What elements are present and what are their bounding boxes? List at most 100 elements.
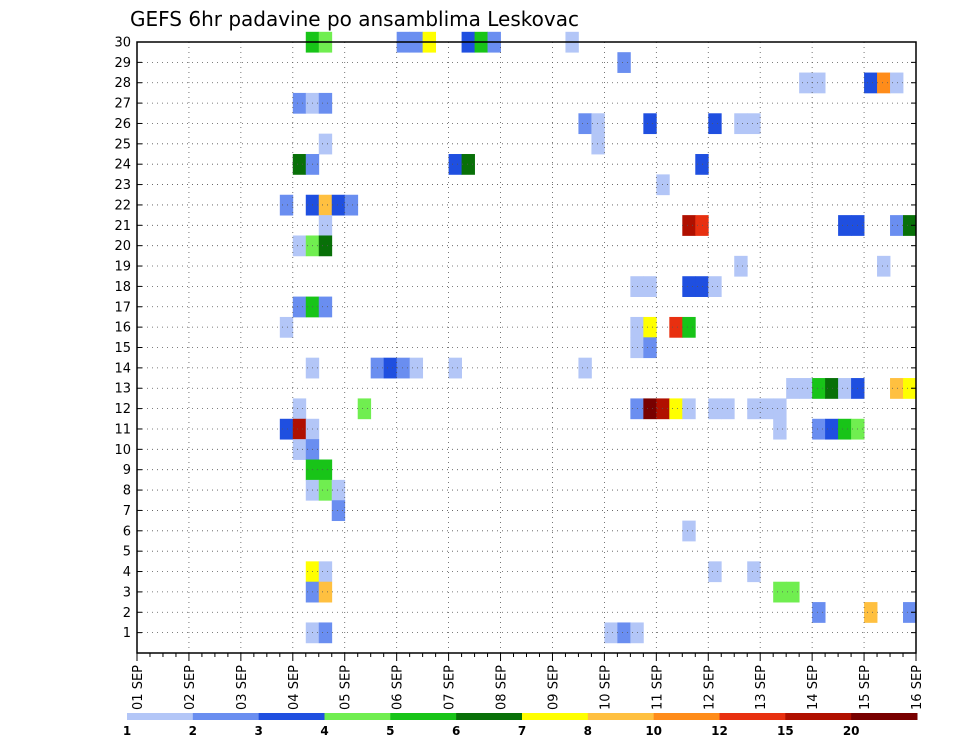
y-tick-label: 25 [114,137,131,152]
precip-cell [318,581,333,603]
precip-cell [292,418,307,440]
precip-cell [864,72,878,94]
precip-cell [318,215,333,236]
x-tick-label: 11 SEP [650,665,665,710]
precip-cell [669,316,683,338]
y-tick-label: 30 [114,36,131,51]
x-tick-label: 14 SEP [806,665,821,710]
precip-cell [461,154,475,175]
precip-cell [331,194,346,216]
legend-swatch [192,713,260,720]
precip-cell [864,602,878,623]
y-tick-label: 3 [123,585,131,600]
legend-swatch [390,713,457,720]
legend-label: 6 [452,724,460,738]
x-tick-label: 04 SEP [287,665,302,710]
precip-cell [773,418,787,440]
precip-cell [903,378,917,399]
legend-label: 20 [843,724,860,738]
y-axis: 1234567891011121314151617181920212223242… [114,36,916,641]
precip-cell [669,398,683,420]
precip-cell [682,215,696,236]
legend-label: 4 [320,724,328,738]
precip-cell [682,398,696,420]
x-tick-label: 08 SEP [495,665,510,710]
precip-cell [292,296,307,318]
precip-cell [708,113,722,135]
precip-cell [448,154,462,175]
x-tick-label: 09 SEP [546,665,561,710]
precip-cell [734,113,748,135]
precip-cell [747,398,761,420]
legend-swatch [653,713,720,720]
precip-cell [877,255,891,277]
precip-cell [877,72,891,94]
legend-label: 2 [189,724,197,738]
x-tick-label: 02 SEP [183,665,198,710]
precip-cell [838,418,852,440]
cells-layer [279,31,917,644]
y-tick-label: 7 [123,504,131,519]
precip-cell [617,52,631,73]
precip-cell [279,316,294,338]
precip-cell [409,357,424,379]
precip-cell [383,357,398,379]
precip-cell [578,357,592,379]
precip-cell [292,235,307,257]
precip-cell [318,194,333,216]
y-tick-label: 14 [114,361,131,376]
precip-cell [357,398,372,420]
precip-cell [617,622,631,644]
precip-cell [734,255,748,277]
y-tick-label: 8 [123,484,131,499]
precip-cell [708,276,722,297]
legend-swatch [851,713,918,720]
precip-cell [695,215,709,236]
x-tick-label: 15 SEP [858,665,873,710]
y-tick-label: 11 [114,422,131,437]
precip-cell [292,92,307,114]
legend-swatch [456,713,523,720]
precip-cell [591,133,605,155]
y-tick-label: 1 [123,626,131,641]
precip-cell [799,378,813,399]
precip-cell [838,215,852,236]
legend-label: 10 [645,724,662,738]
precip-cell [643,276,657,297]
grid-layer [137,41,916,653]
precip-cell [331,500,346,522]
precip-cell [747,561,761,583]
precip-cell [890,72,904,94]
y-tick-label: 9 [123,463,131,478]
x-tick-label: 12 SEP [702,665,717,710]
precip-cell [643,316,657,338]
y-tick-label: 20 [114,239,131,254]
precip-cell [318,459,333,481]
precip-cell [760,398,774,420]
precip-cell [890,215,904,236]
legend-swatch [719,713,786,720]
precip-cell [318,296,333,318]
precip-cell [604,622,618,644]
legend-swatch [258,713,325,720]
legend-label: 15 [777,724,794,738]
y-tick-label: 23 [114,178,131,193]
legend-swatch [587,713,655,720]
y-tick-label: 12 [114,402,131,417]
precip-cell [292,439,307,460]
precip-cell [838,378,852,399]
legend-label: 12 [711,724,728,738]
y-tick-label: 28 [114,76,131,91]
legend-swatch [522,713,589,720]
x-tick-label: 10 SEP [598,665,613,710]
y-tick-label: 10 [114,443,131,458]
precip-cell [318,561,333,583]
precip-cell [578,113,592,135]
precip-cell [708,398,722,420]
precip-cell [279,194,294,216]
legend-label: 8 [584,724,592,738]
precip-cell [812,378,826,399]
precip-cell [799,72,813,94]
chart-title: GEFS 6hr padavine po ansamblima Leskovac [130,7,579,31]
plot-frame [136,41,917,654]
